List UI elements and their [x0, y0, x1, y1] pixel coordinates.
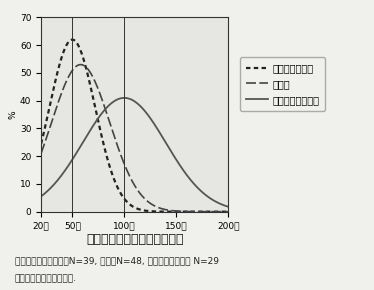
Y-axis label: %: % [8, 110, 17, 119]
Text: グラフは平滑化した.: グラフは平滑化した. [15, 274, 77, 283]
Text: 注）盛岡市・北上市　N=39, 青森市N=48, フラワースクール N=29: 注）盛岡市・北上市 N=39, 青森市N=48, フラワースクール N=29 [15, 257, 219, 266]
Text: 図３　リンドウの適当な価格: 図３ リンドウの適当な価格 [86, 233, 183, 246]
Legend: 盛岡市・北上市, 青森市, フラワースクール: 盛岡市・北上市, 青森市, フラワースクール [240, 57, 325, 110]
